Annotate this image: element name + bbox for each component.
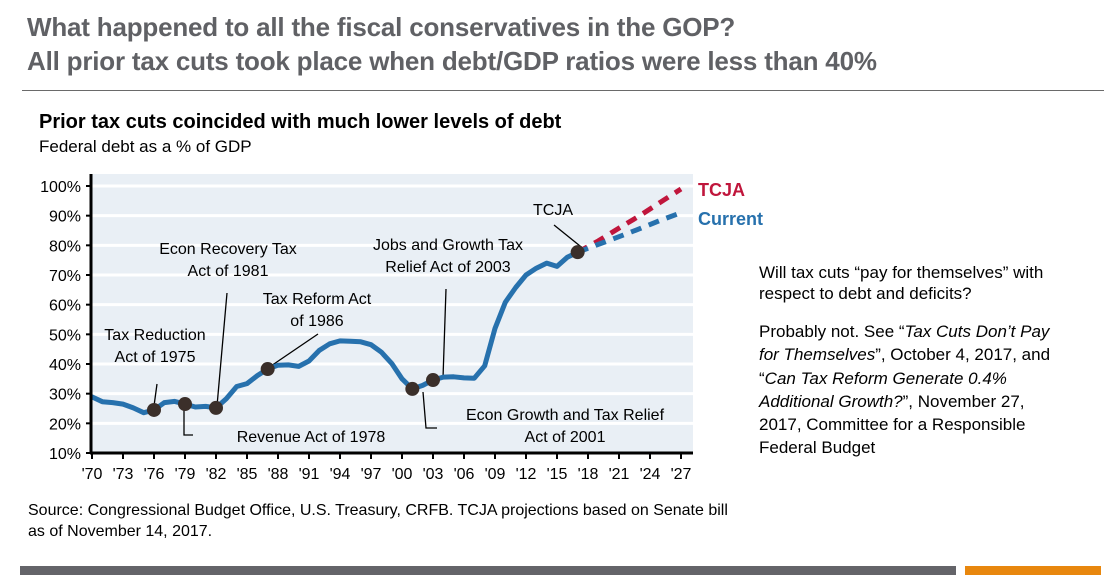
- x-tick-label: '88: [268, 466, 289, 483]
- annotation-marker: [209, 400, 223, 415]
- x-tick-label: '27: [671, 466, 692, 483]
- annotation-leader: [267, 333, 319, 369]
- annotation-label: Tax Reform Act: [263, 291, 372, 308]
- y-tick-label: 100%: [40, 179, 81, 196]
- x-tick-label: '09: [485, 466, 506, 483]
- source-note: Source: Congressional Budget Office, U.S…: [28, 502, 728, 540]
- annotation-leader: [183, 406, 193, 436]
- annotation-leader: [216, 292, 228, 407]
- series-line-historical: [89, 249, 581, 416]
- x-tick-label: '03: [423, 466, 444, 483]
- x-tick-label: '21: [609, 466, 630, 483]
- annotation-marker: [570, 245, 585, 260]
- header-divider: [22, 90, 1104, 91]
- x-tick-label: '91: [299, 466, 320, 483]
- annotation-marker: [405, 381, 420, 396]
- y-tick-label: 70%: [49, 268, 81, 285]
- cited-title: Can Tax Reform Generate 0.4% Additional …: [759, 368, 1007, 411]
- y-tick-label: 40%: [49, 357, 81, 374]
- y-tick-label: 90%: [49, 209, 81, 226]
- annotation-label: Revenue Act of 1978: [237, 429, 386, 446]
- header-line-2: All prior tax cuts took place when debt/…: [27, 46, 877, 76]
- footer-bar-gray: [20, 566, 956, 575]
- x-tick-label: '73: [113, 466, 134, 483]
- annotation-marker: [178, 397, 192, 412]
- annotation-label: Econ Growth and Tax Relief: [466, 407, 665, 424]
- y-tick-label: 30%: [49, 387, 81, 404]
- annotation-marker: [260, 362, 275, 377]
- annotation-label: of 1986: [290, 313, 343, 330]
- x-tick-label: '70: [82, 466, 103, 483]
- header-line-1: What happened to all the fiscal conserva…: [27, 12, 736, 42]
- x-tick-label: '97: [361, 466, 382, 483]
- annotation-label: Act of 1981: [188, 263, 269, 280]
- chart-subtitle: Federal debt as a % of GDP: [39, 137, 252, 156]
- annotation-marker: [147, 402, 161, 417]
- series-line-tcja: [576, 186, 683, 255]
- annotation-marker: [426, 373, 440, 388]
- x-tick-label: '15: [547, 466, 568, 483]
- x-tick-label: '24: [640, 466, 661, 483]
- annotation-leader: [422, 391, 437, 429]
- legend-label-current: Current: [698, 209, 763, 229]
- annotation-label: Relief Act of 2003: [385, 259, 511, 276]
- annotation-leader: [153, 383, 158, 407]
- x-tick-label: '06: [454, 466, 475, 483]
- x-tick-label: '79: [175, 466, 196, 483]
- answer-text: ”, November 27, 2017, Committee for a Re…: [759, 391, 1026, 458]
- x-tick-label: '18: [578, 466, 599, 483]
- sidebar-question: Will tax cuts “pay for themselves” with …: [759, 263, 1044, 303]
- legend-label-tcja: TCJA: [698, 180, 745, 200]
- y-tick-label: 20%: [49, 416, 81, 433]
- sidebar-answer: Probably not. See “Tax Cuts Don’t Pay fo…: [759, 320, 1069, 460]
- annotation-label: Act of 2001: [525, 429, 606, 446]
- annotation-label: Jobs and Growth Tax: [373, 237, 523, 254]
- y-tick-label: 80%: [49, 238, 81, 255]
- x-tick-label: '85: [237, 466, 258, 483]
- annotation-label: Tax Reduction: [104, 327, 205, 344]
- annotation-leader: [442, 288, 447, 379]
- y-tick-label: 50%: [49, 327, 81, 344]
- annotation-label: TCJA: [533, 202, 573, 219]
- x-tick-label: '12: [516, 466, 537, 483]
- y-tick-label: 10%: [49, 446, 81, 463]
- answer-text: Probably not. See “: [759, 322, 905, 341]
- answer-text: ”, October 4, 2017, and “: [759, 345, 1051, 388]
- x-tick-label: '76: [144, 466, 165, 483]
- annotation-label: Act of 1975: [115, 349, 196, 366]
- x-tick-label: '82: [206, 466, 227, 483]
- annotation-label: Econ Recovery Tax: [159, 241, 297, 258]
- y-tick-label: 60%: [49, 298, 81, 315]
- cited-title: Tax Cuts Don’t Pay for Themselves: [759, 322, 1050, 365]
- footer-bar-orange: [965, 566, 1101, 575]
- x-tick-label: '94: [330, 466, 351, 483]
- x-tick-label: '00: [392, 466, 413, 483]
- chart-title: Prior tax cuts coincided with much lower…: [39, 111, 562, 133]
